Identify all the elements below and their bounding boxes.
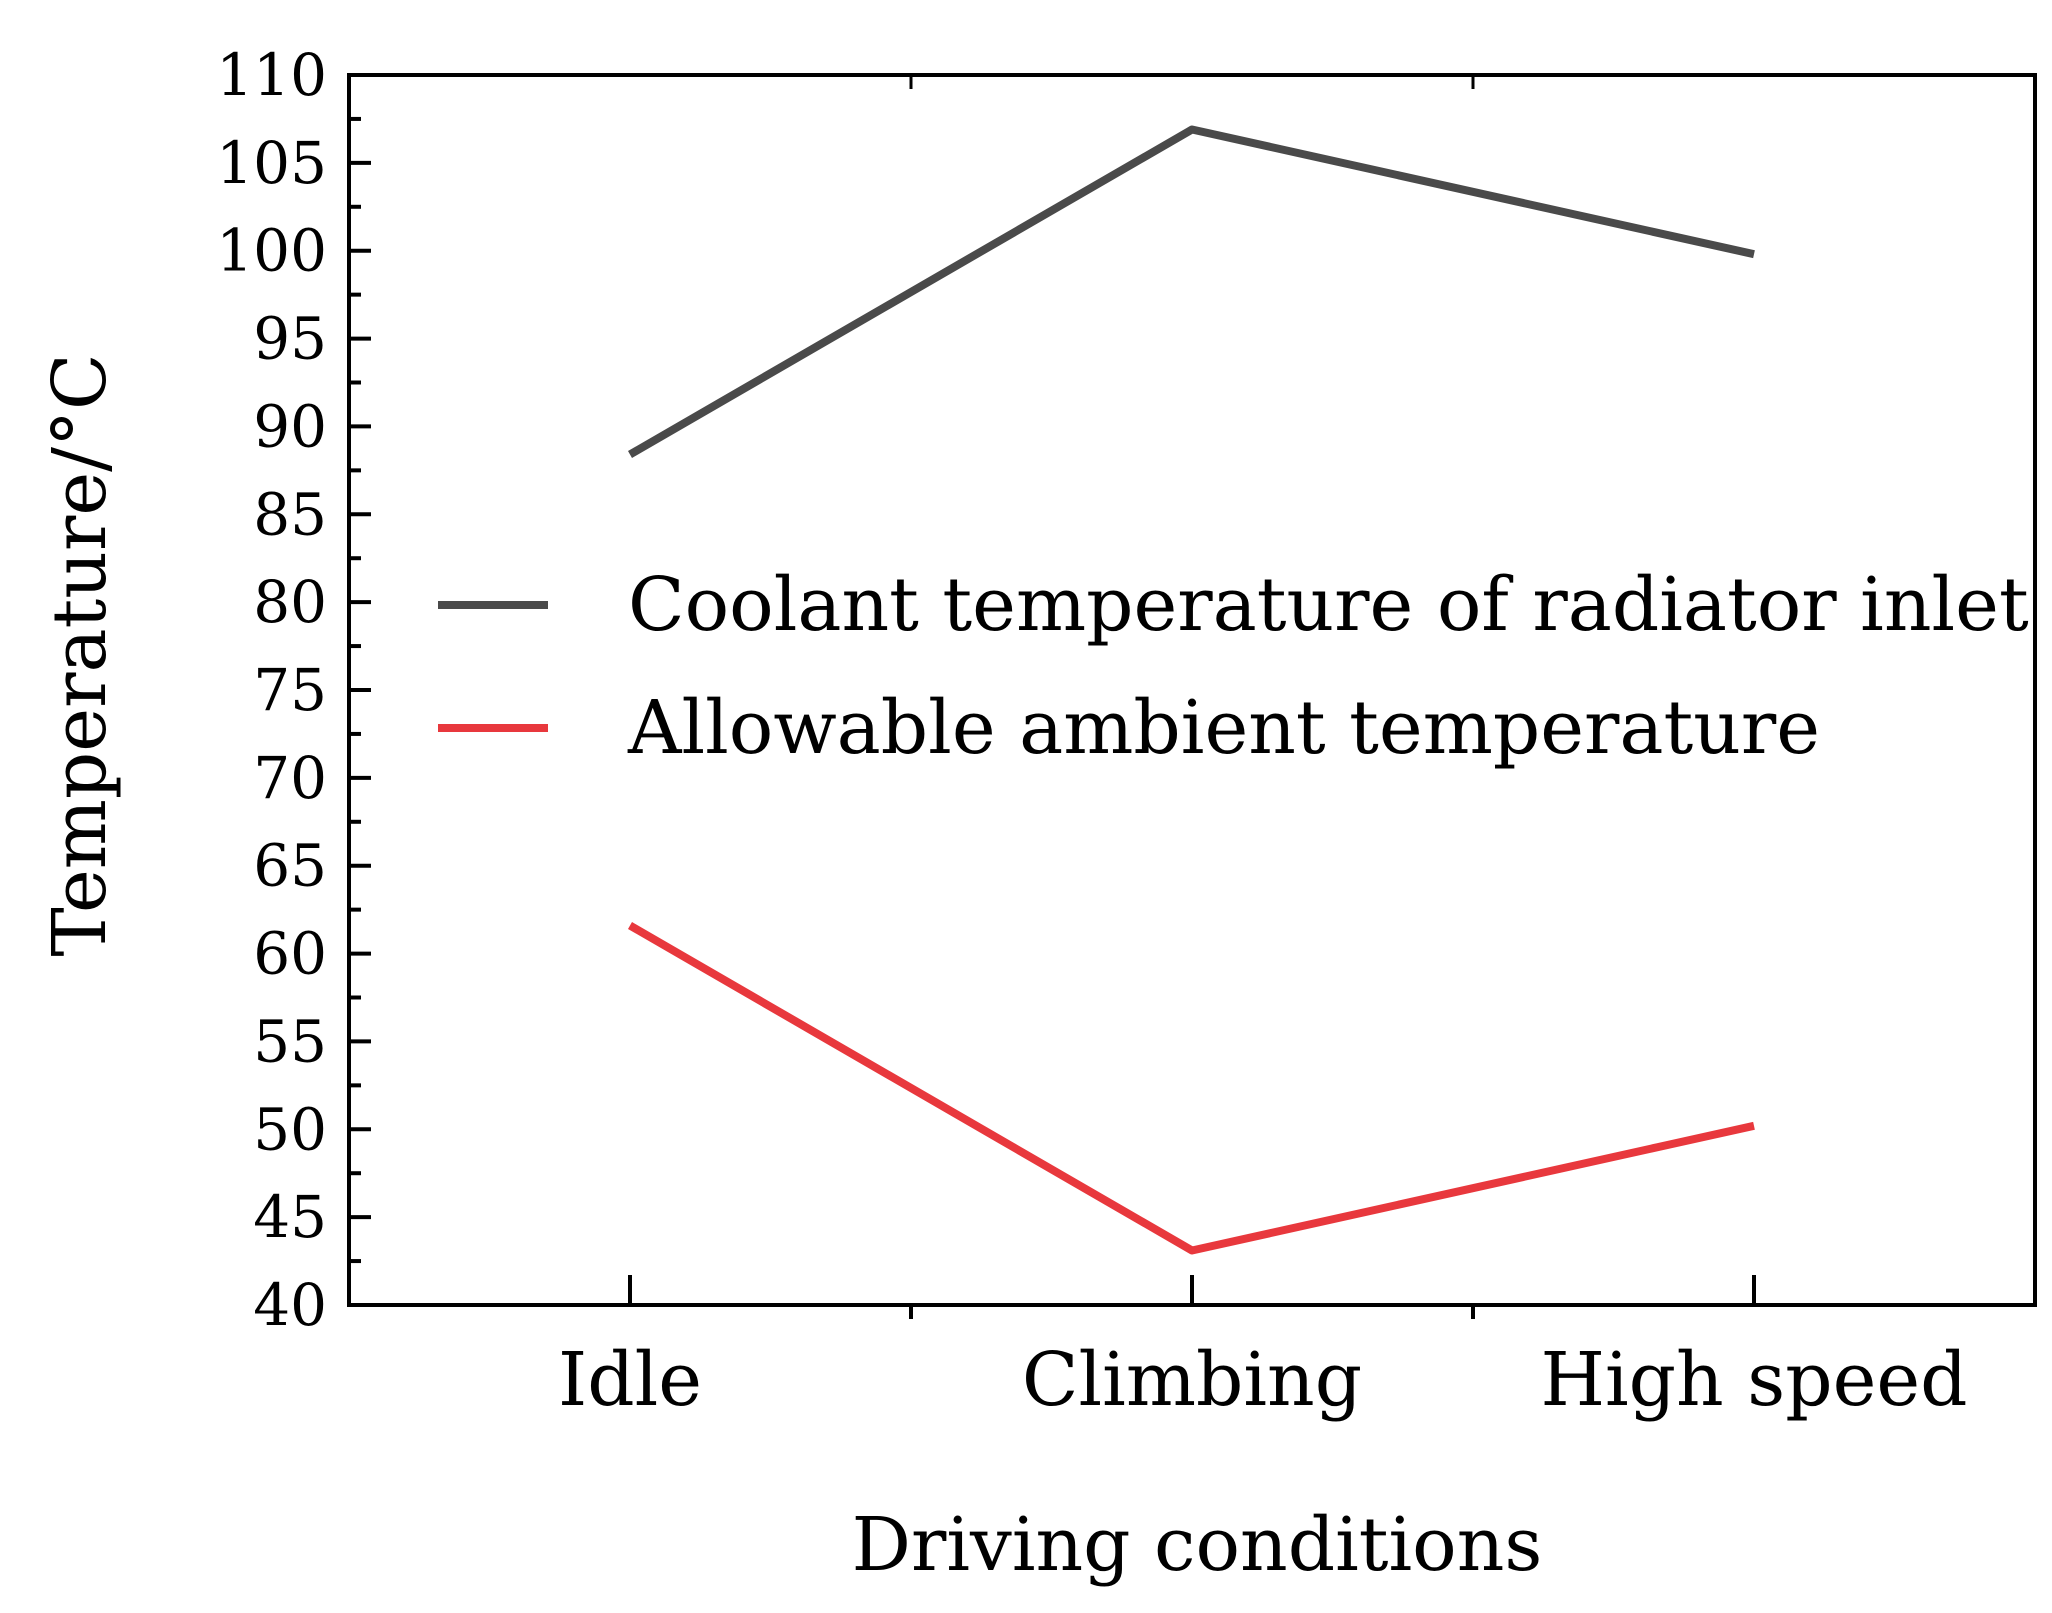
- x-tick-label: Climbing: [1022, 1337, 1362, 1423]
- legend-label: Allowable ambient temperature: [627, 685, 1820, 771]
- y-tick-label: 50: [253, 1095, 327, 1163]
- series-line: [627, 125, 1755, 458]
- y-tick-label: 80: [253, 568, 327, 636]
- y-tick-label: 85: [253, 480, 327, 548]
- legend-label: Coolant temperature of radiator inlet: [628, 562, 2029, 648]
- x-tick-label: High speed: [1540, 1337, 1967, 1423]
- y-tick-label: 45: [253, 1183, 327, 1251]
- y-tick-label: 40: [253, 1271, 327, 1339]
- y-tick-label: 60: [253, 920, 327, 988]
- x-tick-label: Idle: [558, 1337, 702, 1423]
- series-line: [627, 922, 1755, 1255]
- y-tick-label: 110: [216, 41, 327, 109]
- y-tick-label: 75: [253, 656, 327, 724]
- y-tick-label: 65: [253, 832, 327, 900]
- y-tick-label: 70: [253, 744, 327, 812]
- y-tick-label: 55: [253, 1007, 327, 1075]
- y-tick-label: 105: [216, 129, 327, 197]
- y-tick-label: 90: [253, 392, 327, 460]
- x-axis-title: Driving conditions: [852, 1502, 1543, 1588]
- y-tick-label: 95: [253, 305, 327, 373]
- y-axis-title: Temperature/°C: [37, 353, 123, 956]
- y-tick-label: 100: [216, 217, 327, 285]
